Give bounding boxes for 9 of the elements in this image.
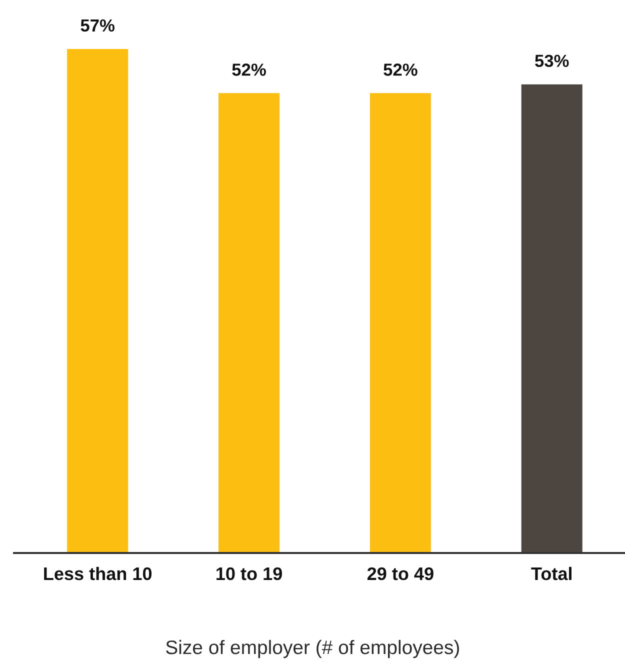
x-tick-label: Total <box>531 566 572 580</box>
data-label: 52% <box>384 64 418 76</box>
x-axis-title: Size of employer (# of employees) <box>166 640 459 658</box>
x-tick-label: 10 to 19 <box>216 567 282 580</box>
x-tick-label: 29 to 49 <box>367 567 434 580</box>
data-label: 57% <box>80 19 115 32</box>
data-label: 52% <box>232 64 266 76</box>
data-label: 53% <box>535 54 569 68</box>
x-tick-label: Less than 10 <box>44 566 152 580</box>
